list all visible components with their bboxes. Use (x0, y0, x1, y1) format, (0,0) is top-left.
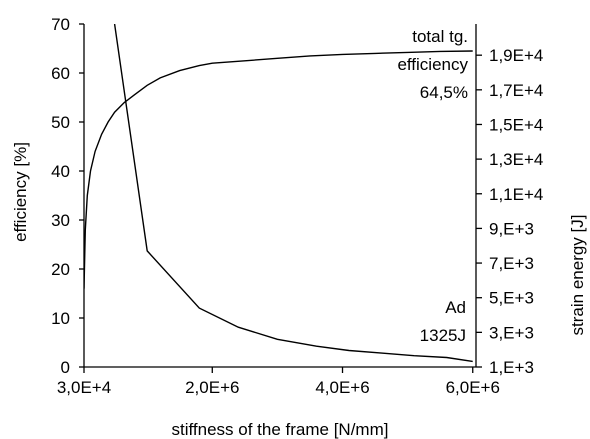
left-tick-label: 50 (51, 113, 70, 132)
left-tick-label: 40 (51, 162, 70, 181)
x-tick-label: 6,0E+6 (446, 378, 500, 397)
left-tick-label: 10 (51, 309, 70, 328)
left-ticks: 0 10 20 30 40 50 60 70 (51, 15, 84, 377)
energy-annotation: Ad (445, 298, 466, 317)
efficiency-annotation: 64,5% (420, 83, 468, 102)
right-tick-label: 7,E+3 (489, 254, 534, 273)
right-tick-label: 1,9E+4 (489, 46, 543, 65)
strain-energy-line (113, 24, 473, 363)
right-tick-label: 5,E+3 (489, 289, 534, 308)
right-tick-label: 9,E+3 (489, 219, 534, 238)
right-tick-label: 3,E+3 (489, 323, 534, 342)
efficiency-line (84, 50, 473, 289)
right-tick-label: 1,3E+4 (489, 150, 543, 169)
x-ticks: 3,0E+4 2,0E+6 4,0E+6 6,0E+6 (57, 367, 500, 397)
series-layer (84, 24, 473, 363)
left-tick-label: 20 (51, 260, 70, 279)
left-tick-label: 60 (51, 64, 70, 83)
right-ticks: 1,E+3 3,E+3 5,E+3 7,E+3 9,E+3 1,1E+4 1,3E+4 1,5… (476, 46, 543, 377)
x-tick-label: 2,0E+6 (185, 378, 239, 397)
right-tick-label: 1,E+3 (489, 358, 534, 377)
x-tick-label: 3,0E+4 (57, 378, 111, 397)
right-axis-label: strain energy [J] (568, 215, 587, 336)
left-tick-label: 70 (51, 15, 70, 34)
right-tick-label: 1,7E+4 (489, 81, 543, 100)
efficiency-annotation: efficiency (397, 55, 468, 74)
x-axis-label: stiffness of the frame [N/mm] (172, 420, 389, 439)
right-tick-label: 1,1E+4 (489, 185, 543, 204)
left-tick-label: 0 (61, 358, 70, 377)
annotation-layer: total tg. efficiency 64,5% Ad 1325J (397, 27, 468, 345)
axes (83, 24, 477, 368)
energy-annotation: 1325J (420, 326, 466, 345)
right-tick-label: 1,5E+4 (489, 115, 543, 134)
left-tick-label: 30 (51, 211, 70, 230)
x-tick-label: 4,0E+6 (315, 378, 369, 397)
left-axis-label: efficiency [%] (11, 142, 30, 242)
efficiency-annotation: total tg. (412, 27, 468, 46)
